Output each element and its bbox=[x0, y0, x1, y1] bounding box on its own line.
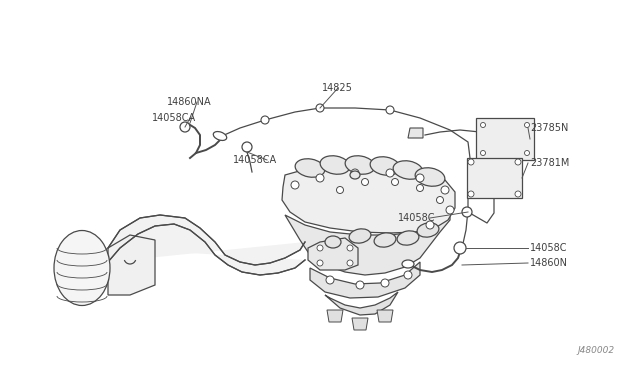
Circle shape bbox=[180, 122, 190, 132]
Polygon shape bbox=[408, 128, 423, 138]
Circle shape bbox=[242, 142, 252, 152]
Circle shape bbox=[426, 221, 434, 229]
Ellipse shape bbox=[213, 132, 227, 141]
Ellipse shape bbox=[417, 223, 439, 237]
Circle shape bbox=[337, 186, 344, 193]
Ellipse shape bbox=[393, 161, 423, 179]
Circle shape bbox=[515, 191, 521, 197]
Circle shape bbox=[436, 196, 444, 203]
Ellipse shape bbox=[397, 231, 419, 245]
Circle shape bbox=[404, 271, 412, 279]
Circle shape bbox=[316, 104, 324, 112]
Circle shape bbox=[468, 159, 474, 165]
Circle shape bbox=[468, 191, 474, 197]
Circle shape bbox=[525, 151, 529, 155]
Circle shape bbox=[351, 169, 359, 177]
Circle shape bbox=[381, 279, 389, 287]
Ellipse shape bbox=[345, 156, 375, 174]
Polygon shape bbox=[308, 238, 358, 270]
Text: 14058C: 14058C bbox=[530, 243, 568, 253]
Text: J480002: J480002 bbox=[578, 346, 615, 355]
Text: 23781M: 23781M bbox=[530, 158, 570, 168]
Text: 14058CA: 14058CA bbox=[152, 113, 196, 123]
Ellipse shape bbox=[295, 159, 325, 177]
Text: 14860NA: 14860NA bbox=[167, 97, 212, 107]
Text: 14058C: 14058C bbox=[398, 213, 435, 223]
Ellipse shape bbox=[350, 171, 360, 179]
Ellipse shape bbox=[402, 260, 414, 268]
Ellipse shape bbox=[320, 156, 350, 174]
Ellipse shape bbox=[325, 236, 341, 248]
Circle shape bbox=[347, 245, 353, 251]
Circle shape bbox=[356, 281, 364, 289]
Text: 14825: 14825 bbox=[322, 83, 353, 93]
Circle shape bbox=[316, 174, 324, 182]
Polygon shape bbox=[325, 292, 398, 315]
Circle shape bbox=[481, 151, 486, 155]
Circle shape bbox=[454, 242, 466, 254]
Polygon shape bbox=[108, 235, 155, 295]
Circle shape bbox=[525, 122, 529, 128]
Circle shape bbox=[416, 174, 424, 182]
Circle shape bbox=[462, 207, 472, 217]
Polygon shape bbox=[476, 118, 534, 160]
Ellipse shape bbox=[415, 168, 445, 186]
Text: 14860N: 14860N bbox=[530, 258, 568, 268]
Polygon shape bbox=[377, 310, 393, 322]
Circle shape bbox=[417, 185, 424, 192]
Polygon shape bbox=[285, 210, 450, 275]
Circle shape bbox=[317, 245, 323, 251]
Circle shape bbox=[291, 181, 299, 189]
Ellipse shape bbox=[54, 231, 110, 305]
Ellipse shape bbox=[370, 157, 400, 175]
Circle shape bbox=[347, 260, 353, 266]
Text: 23785N: 23785N bbox=[530, 123, 568, 133]
Polygon shape bbox=[467, 158, 522, 198]
Circle shape bbox=[317, 260, 323, 266]
Circle shape bbox=[392, 179, 399, 186]
Polygon shape bbox=[352, 318, 368, 330]
Polygon shape bbox=[310, 262, 420, 298]
Circle shape bbox=[515, 159, 521, 165]
Polygon shape bbox=[327, 310, 343, 322]
Circle shape bbox=[326, 276, 334, 284]
Ellipse shape bbox=[374, 233, 396, 247]
Circle shape bbox=[362, 179, 369, 186]
Polygon shape bbox=[108, 215, 305, 275]
Ellipse shape bbox=[349, 229, 371, 243]
Circle shape bbox=[386, 169, 394, 177]
Circle shape bbox=[441, 186, 449, 194]
Circle shape bbox=[261, 116, 269, 124]
Circle shape bbox=[481, 122, 486, 128]
Circle shape bbox=[446, 206, 454, 214]
Polygon shape bbox=[282, 165, 455, 233]
Circle shape bbox=[386, 106, 394, 114]
Text: 14058CA: 14058CA bbox=[233, 155, 277, 165]
